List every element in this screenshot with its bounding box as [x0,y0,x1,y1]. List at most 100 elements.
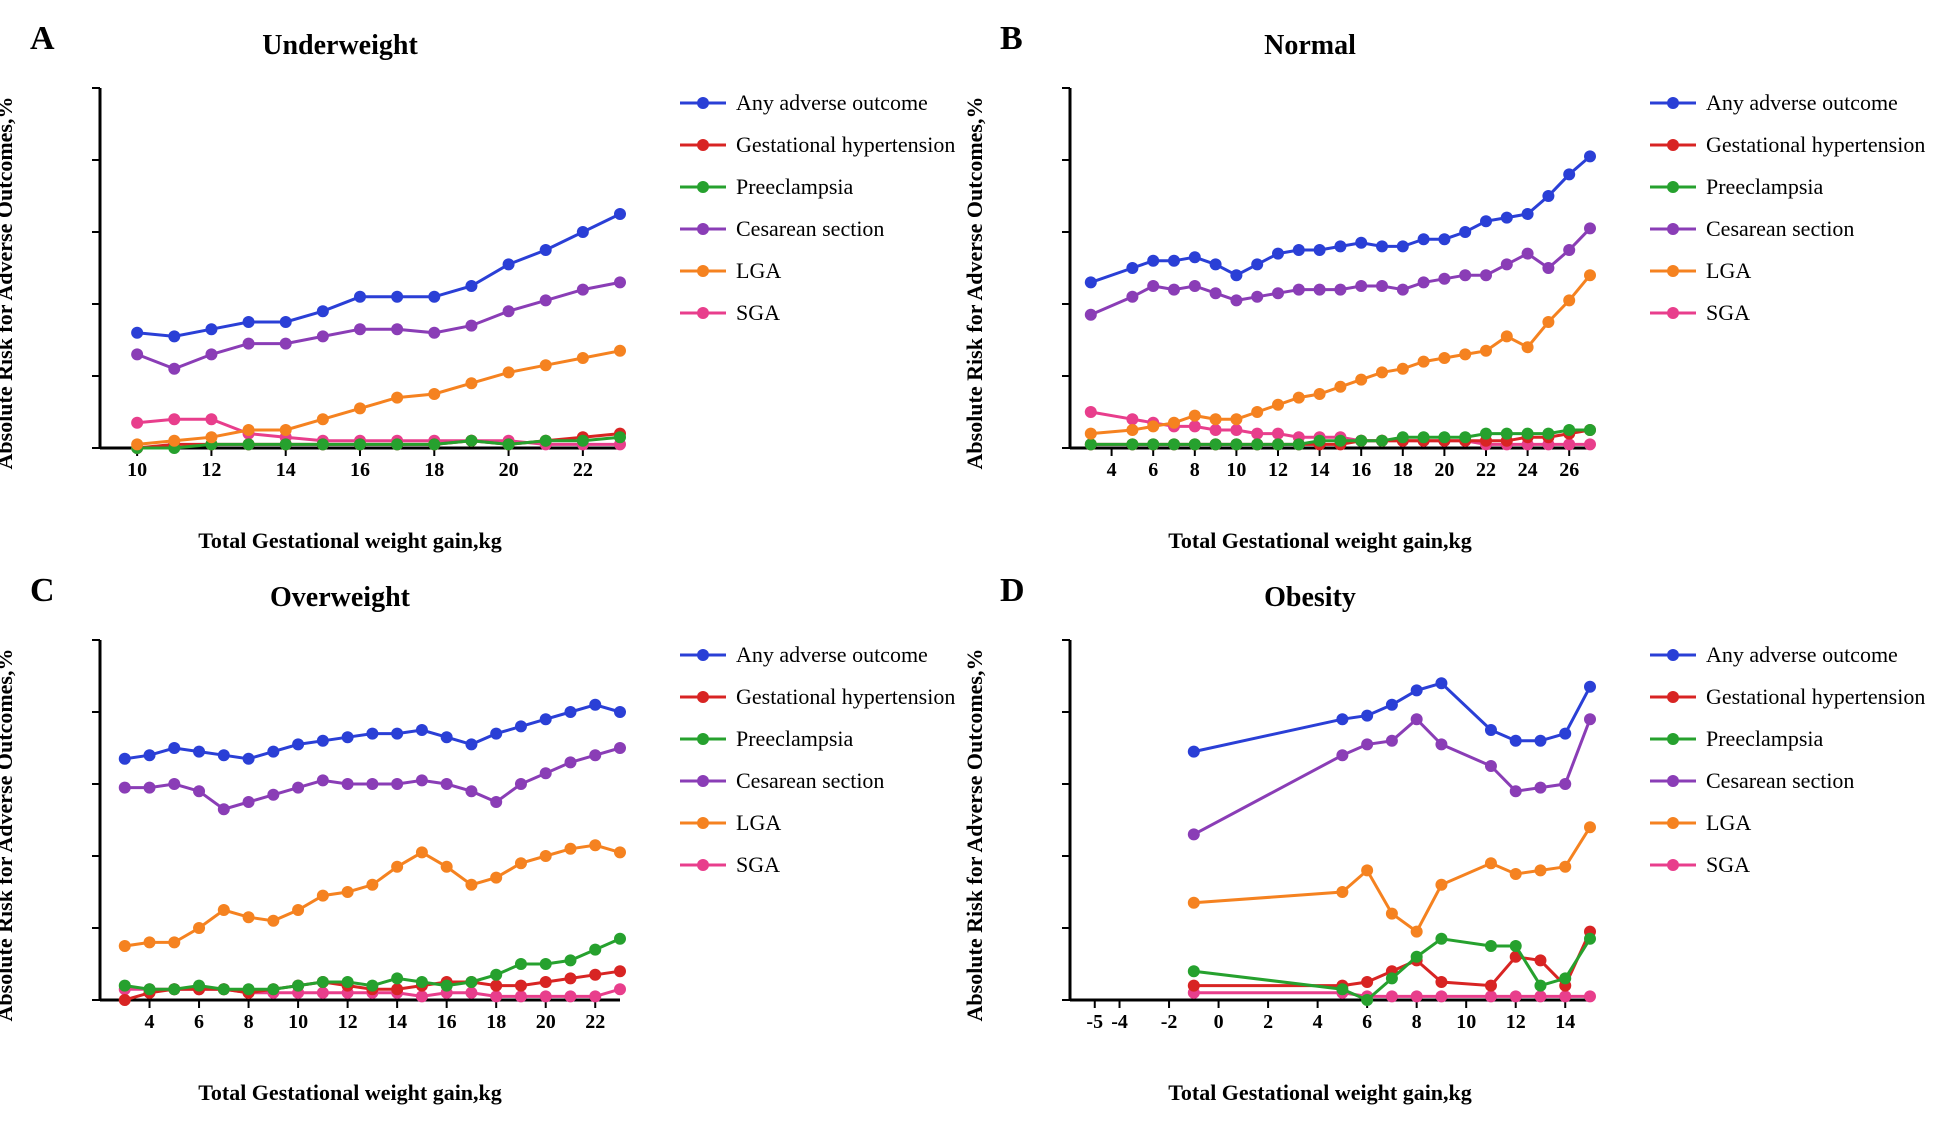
series-point-csec [391,778,403,790]
x-tick-label: 14 [387,1011,407,1033]
x-tick-label: 22 [1476,459,1496,481]
series-point-csec [503,305,515,317]
series-point-pree [1485,940,1497,952]
series-point-pree [292,980,304,992]
series-point-csec [1584,713,1596,725]
series-point-any [465,738,477,750]
series-point-any [1293,244,1305,256]
series-point-pree [1272,438,1284,450]
legend-item-sga: SGA [680,300,970,326]
legend-item-csec: Cesarean section [680,768,970,794]
x-tick-label: 22 [573,459,593,481]
series-point-any [1542,190,1554,202]
series-point-any [577,226,589,238]
series-point-sga [1251,428,1263,440]
series-point-csec [1230,294,1242,306]
legend-label: Gestational hypertension [1706,132,1925,158]
series-point-pree [1438,431,1450,443]
series-point-lga [428,388,440,400]
series-point-csec [1210,287,1222,299]
legend-item-lga: LGA [680,258,970,284]
series-point-ghtn [1435,976,1447,988]
series-point-any [503,258,515,270]
legend-label: LGA [1706,810,1751,836]
series-point-pree [1563,424,1575,436]
legend-label: Any adverse outcome [1706,90,1898,116]
series-point-any [168,330,180,342]
series-point-lga [1336,886,1348,898]
legend-label: LGA [1706,258,1751,284]
series-point-pree [564,954,576,966]
series-point-any [1418,233,1430,245]
series-point-ghtn [490,980,502,992]
series-point-any [416,724,428,736]
plot-column: OverweightAbsolute Risk for Adverse Outc… [20,572,660,1094]
series-point-pree [1501,428,1513,440]
series-point-any [119,753,131,765]
series-point-sga [540,990,552,1002]
series-point-csec [1314,284,1326,296]
legend-swatch-pree [680,729,726,749]
series-point-lga [193,922,205,934]
series-point-pree [243,983,255,995]
series-point-lga [243,911,255,923]
series-point-lga [1542,316,1554,328]
series-point-csec [614,276,626,288]
series-point-pree [193,980,205,992]
series-point-sga [1485,990,1497,1002]
series-point-csec [577,284,589,296]
x-tick-label: 20 [499,459,519,481]
series-point-csec [490,796,502,808]
legend-label: Any adverse outcome [736,642,928,668]
series-point-pree [391,438,403,450]
series-point-any [465,280,477,292]
legend-item-ghtn: Gestational hypertension [1650,132,1940,158]
series-point-lga [465,377,477,389]
series-point-sga [515,990,527,1002]
series-point-lga [1522,341,1534,353]
series-point-pree [1542,428,1554,440]
series-point-lga [1563,294,1575,306]
legend-swatch-ghtn [1650,135,1696,155]
series-point-any [1314,244,1326,256]
series-point-lga [1397,363,1409,375]
series-point-csec [1085,309,1097,321]
series-point-ghtn [614,965,626,977]
series-point-lga [317,413,329,425]
x-tick-label: 16 [350,459,370,481]
panel-c: COverweightAbsolute Risk for Adverse Out… [20,572,970,1094]
series-point-lga [416,846,428,858]
legend-swatch-lga [680,813,726,833]
series-point-csec [317,774,329,786]
series-point-csec [515,778,527,790]
legend-item-lga: LGA [1650,810,1940,836]
series-point-sga [1210,424,1222,436]
legend-item-pree: Preeclampsia [680,174,970,200]
series-point-csec [1336,749,1348,761]
chart-svg: 020406080100-5-4-202468101214 [1060,630,1630,1050]
series-point-pree [218,983,230,995]
series-point-pree [1355,435,1367,447]
series-point-pree [465,976,477,988]
series-point-any [218,749,230,761]
series-point-csec [1459,269,1471,281]
series-point-ghtn [515,980,527,992]
series-point-csec [465,320,477,332]
series-point-pree [614,933,626,945]
series-point-any [317,735,329,747]
panel-a: AUnderweightAbsolute Risk for Adverse Ou… [20,20,970,542]
x-tick-label: -2 [1161,1011,1178,1033]
series-point-csec [1438,273,1450,285]
x-tick-label: 6 [1362,1011,1372,1033]
series-point-sga [1563,438,1575,450]
series-point-any [1459,226,1471,238]
legend-label: SGA [1706,300,1750,326]
series-point-lga [366,879,378,891]
series-point-any [1188,746,1200,758]
series-point-csec [1542,262,1554,274]
series-point-pree [144,983,156,995]
x-tick-label: 4 [1107,459,1117,481]
series-point-sga [1510,990,1522,1002]
series-point-ghtn [1485,980,1497,992]
plot-wrap: Absolute Risk for Adverse Outcomes,%0204… [990,620,1630,1050]
